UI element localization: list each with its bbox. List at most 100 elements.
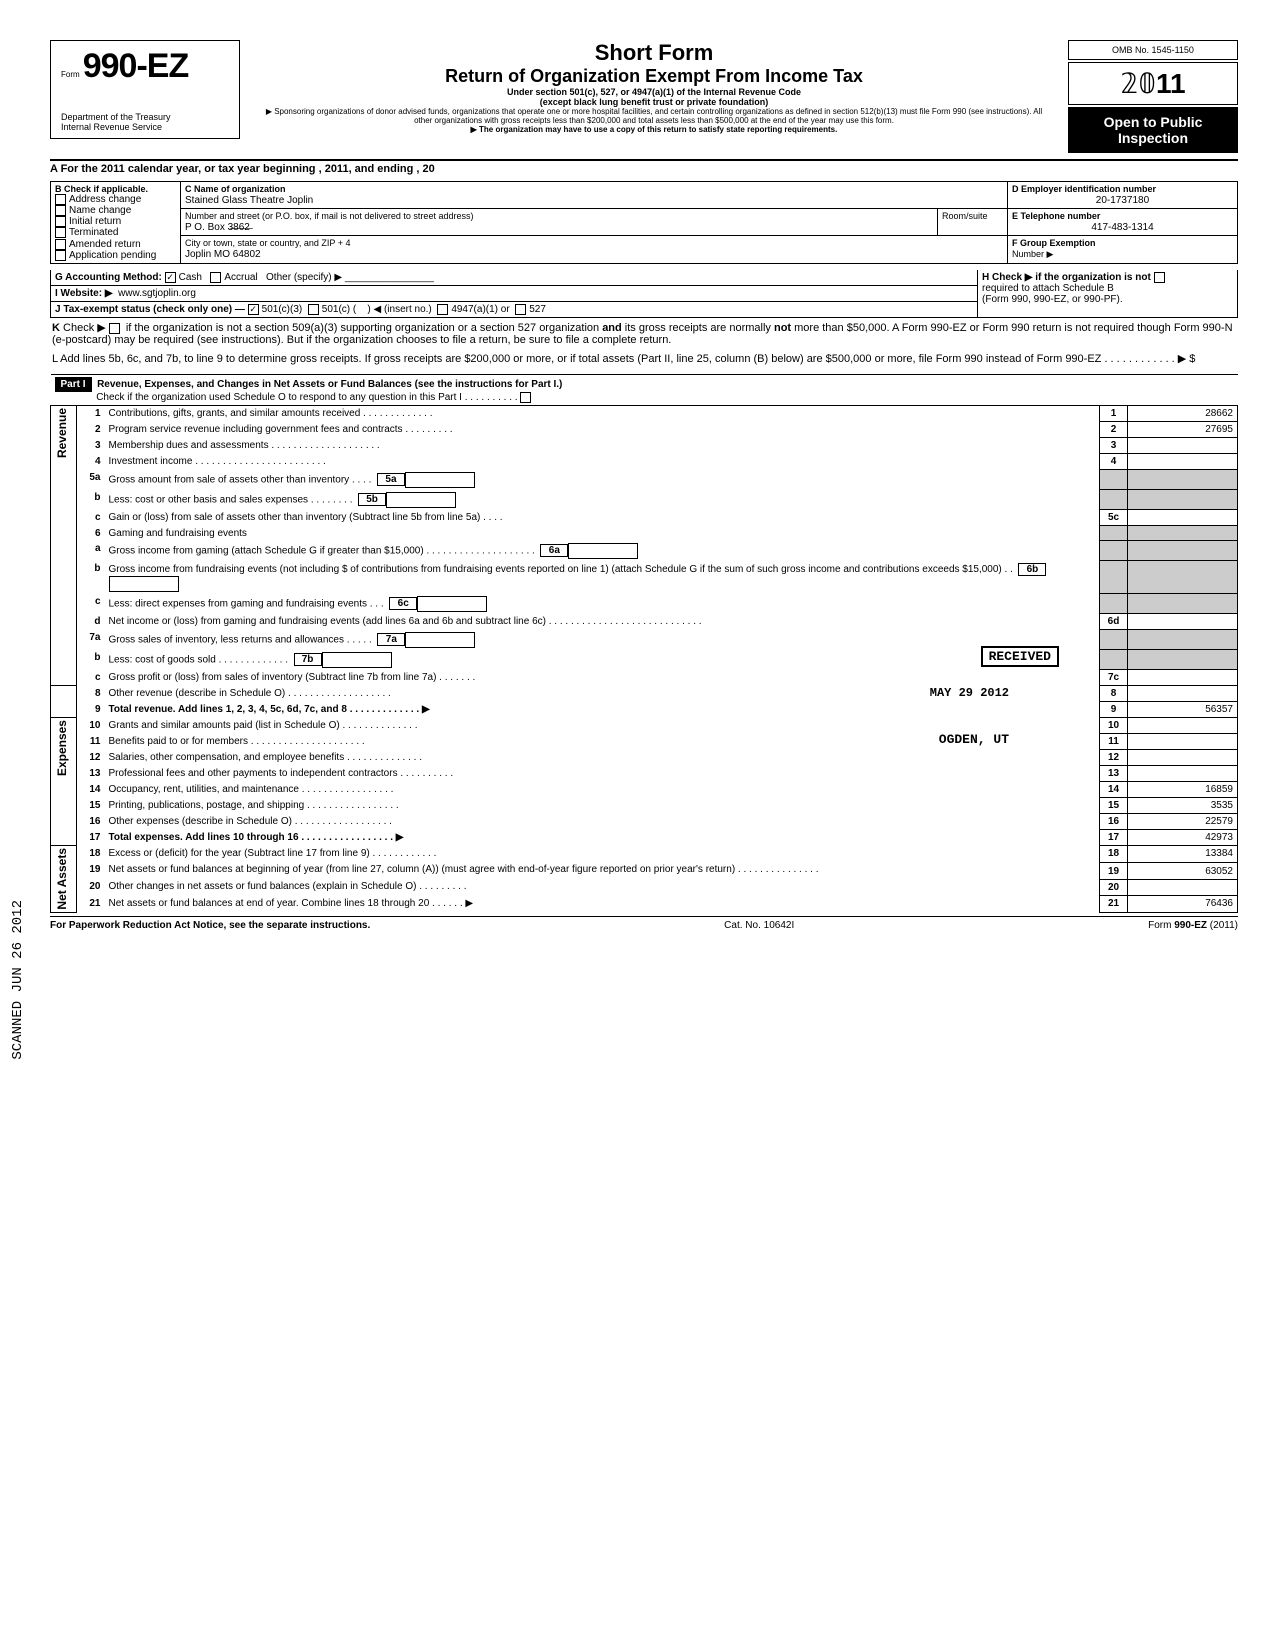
chk-terminated[interactable]: Terminated xyxy=(55,227,176,238)
row-h-text: H Check ▶ if the organization is not xyxy=(982,272,1151,283)
form-prefix: Form xyxy=(61,70,80,79)
b6b-val[interactable] xyxy=(109,576,179,592)
chk-501c[interactable] xyxy=(308,304,319,315)
form-number-box: Form 990-EZ Department of the Treasury I… xyxy=(50,40,240,139)
l17-a: 42973 xyxy=(1128,830,1238,846)
chk-pending[interactable]: Application pending xyxy=(55,250,176,261)
l4-n: 4 xyxy=(77,454,105,470)
l7b-sh xyxy=(1100,650,1128,670)
l21-n: 21 xyxy=(77,896,105,913)
l8-a xyxy=(1128,686,1238,702)
dept-line1: Department of the Treasury xyxy=(61,112,229,122)
chk-initial-label: Initial return xyxy=(69,216,121,227)
l6-n: 6 xyxy=(77,526,105,541)
city-value: Joplin MO 64802 xyxy=(185,249,261,260)
l5a-n: 5a xyxy=(77,470,105,490)
l11-a xyxy=(1128,734,1238,750)
title-return: Return of Organization Exempt From Incom… xyxy=(260,66,1048,87)
l20-nc: 20 xyxy=(1100,879,1128,896)
l15-nc: 15 xyxy=(1100,798,1128,814)
side-netassets: Net Assets xyxy=(55,848,69,910)
l10-n: 10 xyxy=(77,718,105,734)
l15-n: 15 xyxy=(77,798,105,814)
chk-4947[interactable] xyxy=(437,304,448,315)
row-j-label: J Tax-exempt status (check only one) — xyxy=(55,304,245,315)
l12-n: 12 xyxy=(77,750,105,766)
l6b-t: Gross income from fundraising events (no… xyxy=(105,561,1100,594)
year-box: 𝟚𝟘201111 xyxy=(1068,62,1238,105)
l12-a xyxy=(1128,750,1238,766)
b6c-val[interactable] xyxy=(417,596,487,612)
l20-a xyxy=(1128,879,1238,896)
l6d-n: d xyxy=(77,614,105,630)
l3-t: Membership dues and assessments . . . . … xyxy=(105,438,1100,454)
l11-t: Benefits paid to or for members . . . . … xyxy=(105,734,1100,750)
title-sponsor: ▶ Sponsoring organizations of donor advi… xyxy=(260,107,1048,125)
part1-table: Part I Revenue, Expenses, and Changes in… xyxy=(50,374,1238,913)
l6c-n: c xyxy=(77,594,105,614)
chk-amended-label: Amended return xyxy=(69,239,141,250)
entity-info-table: B Check if applicable. Address change Na… xyxy=(50,181,1238,264)
l6b-sha xyxy=(1128,561,1238,594)
chk-cash[interactable]: ✓ xyxy=(165,272,176,283)
chk-527[interactable] xyxy=(515,304,526,315)
l7c-t: Gross profit or (loss) from sales of inv… xyxy=(105,670,1100,686)
form-header: Form 990-EZ Department of the Treasury I… xyxy=(50,40,1238,155)
b5b-val[interactable] xyxy=(386,492,456,508)
l5b-sh xyxy=(1100,490,1128,510)
chk-address[interactable]: Address change xyxy=(55,194,176,205)
box-b-title: B Check if applicable. xyxy=(55,184,176,194)
b7a-val[interactable] xyxy=(405,632,475,648)
l12-t: Salaries, other compensation, and employ… xyxy=(105,750,1100,766)
b5a: 5a xyxy=(377,473,405,486)
l19-n: 19 xyxy=(77,862,105,879)
chk-initial[interactable]: Initial return xyxy=(55,216,176,227)
b6a-val[interactable] xyxy=(568,543,638,559)
l2-t: Program service revenue including govern… xyxy=(105,422,1100,438)
title-box: Short Form Return of Organization Exempt… xyxy=(252,40,1056,134)
chk-k[interactable] xyxy=(109,323,120,334)
l16-n: 16 xyxy=(77,814,105,830)
l2-n: 2 xyxy=(77,422,105,438)
l2-a: 27695 xyxy=(1128,422,1238,438)
chk-accrual[interactable] xyxy=(210,272,221,283)
j-insert: ) ◀ (insert no.) xyxy=(367,304,431,315)
l1-a: 28662 xyxy=(1128,406,1238,422)
addr-label: Number and street (or P.O. box, if mail … xyxy=(185,211,473,221)
l16-t: Other expenses (describe in Schedule O) … xyxy=(105,814,1100,830)
row-h-label: H Check ▶ if the organization is not xyxy=(982,272,1151,283)
l7a-sh xyxy=(1100,630,1128,650)
b6c: 6c xyxy=(389,597,417,610)
chk-h[interactable] xyxy=(1154,272,1165,283)
l17-t: Total expenses. Add lines 10 through 16 … xyxy=(105,830,1100,846)
l21-t: Net assets or fund balances at end of ye… xyxy=(105,896,1100,913)
chk-part1[interactable] xyxy=(520,392,531,403)
l3-n: 3 xyxy=(77,438,105,454)
l7b-t: Less: cost of goods sold . . . . . . . .… xyxy=(105,650,1100,670)
omb-box: OMB No. 1545-1150 xyxy=(1068,40,1238,60)
b7b-val[interactable] xyxy=(322,652,392,668)
l7a-t: Gross sales of inventory, less returns a… xyxy=(105,630,1100,650)
l6a-sh xyxy=(1100,541,1128,561)
b5b: 5b xyxy=(358,493,386,506)
l18-n: 18 xyxy=(77,846,105,863)
l9-a: 56357 xyxy=(1128,702,1238,718)
row-h2: required to attach Schedule B xyxy=(982,283,1114,294)
l3-nc: 3 xyxy=(1100,438,1128,454)
chk-501c3[interactable]: ✓ xyxy=(248,304,259,315)
l19-nc: 19 xyxy=(1100,862,1128,879)
b5a-val[interactable] xyxy=(405,472,475,488)
l7b-n: b xyxy=(77,650,105,670)
l14-n: 14 xyxy=(77,782,105,798)
box-c-label: C Name of organization xyxy=(185,184,286,194)
cash-label: Cash xyxy=(179,272,202,283)
l21-a: 76436 xyxy=(1128,896,1238,913)
chk-name[interactable]: Name change xyxy=(55,205,176,216)
box-e-label: E Telephone number xyxy=(1012,211,1100,221)
l9-n: 9 xyxy=(77,702,105,718)
l15-t: Printing, publications, postage, and shi… xyxy=(105,798,1100,814)
chk-amended[interactable]: Amended return xyxy=(55,239,176,250)
room-label: Room/suite xyxy=(942,211,988,221)
ein-value: 20-1737180 xyxy=(1012,195,1233,206)
footer-mid: Cat. No. 10642I xyxy=(724,920,794,931)
